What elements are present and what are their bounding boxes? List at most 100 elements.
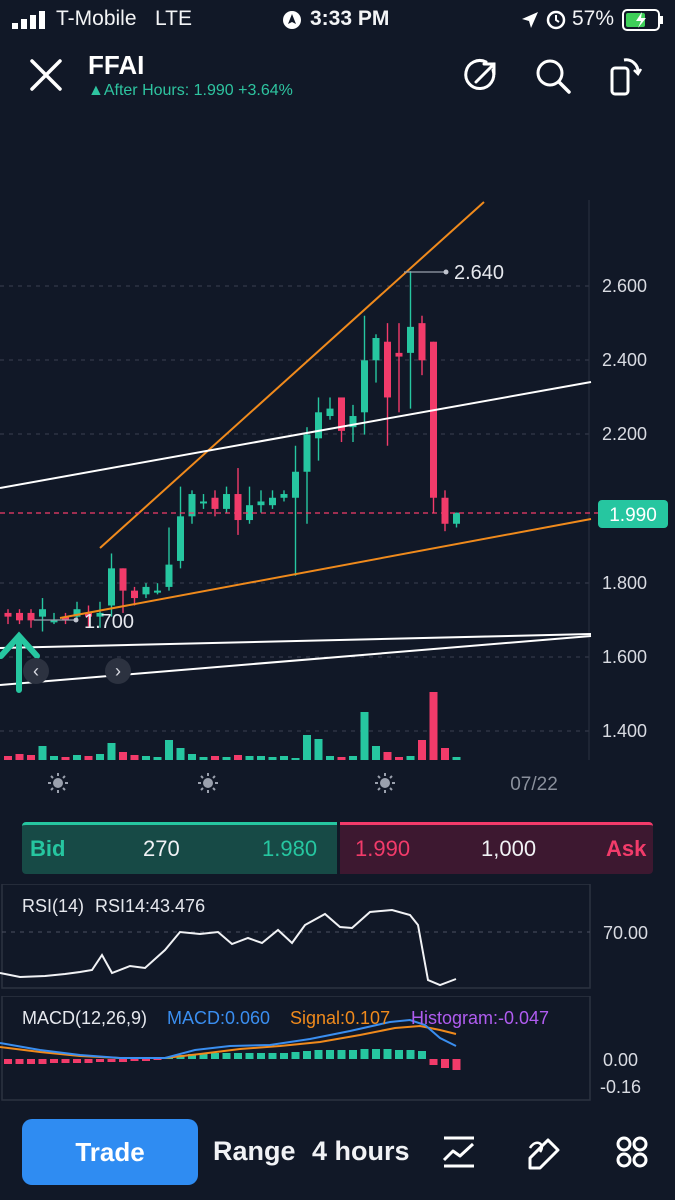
channel-upper-line[interactable] — [99, 201, 485, 549]
histogram-bar — [27, 1059, 35, 1064]
candle-body — [39, 609, 46, 617]
candle-body — [338, 397, 345, 431]
candle-body — [154, 590, 161, 593]
low-marker-dot — [73, 617, 79, 623]
histogram-bar — [314, 1050, 323, 1059]
volume-bar — [303, 735, 311, 760]
volume-bar — [15, 754, 24, 760]
clock: 3:33 PM — [310, 7, 390, 30]
candle-body — [177, 516, 184, 561]
interval-button[interactable]: 4 hours — [312, 1136, 410, 1166]
support-line-lower[interactable] — [0, 635, 592, 686]
share-icon[interactable] — [462, 56, 502, 96]
date-label: 07/22 — [510, 774, 558, 795]
alarm-icon — [546, 10, 566, 30]
histogram-bar — [15, 1059, 24, 1064]
histogram-bar — [50, 1059, 58, 1063]
histogram-bar — [406, 1050, 415, 1059]
up-arrow-drawing[interactable] — [0, 631, 40, 693]
volume-bar — [61, 757, 70, 760]
volume-bar — [73, 755, 81, 760]
location-icon — [283, 11, 301, 29]
range-button[interactable]: Range — [213, 1136, 296, 1166]
volume-bar — [257, 756, 265, 760]
candles — [4, 271, 460, 632]
indicator-icon[interactable] — [440, 1134, 478, 1170]
bid-panel[interactable] — [22, 822, 337, 874]
volume-bar — [291, 758, 300, 760]
chevron-left-icon: ‹ — [33, 661, 39, 681]
chevron-right-icon: › — [115, 661, 121, 681]
scroll-left-button[interactable]: ‹ — [23, 658, 49, 684]
volume-bar — [96, 754, 104, 760]
macd-low-tick: -0.16 — [600, 1077, 641, 1097]
bid-price: 1.980 — [262, 836, 318, 861]
macd-label: MACD(12,26,9) — [22, 1008, 147, 1028]
candle-body — [119, 568, 127, 591]
histogram-bar — [441, 1059, 449, 1068]
bid-label: Bid — [30, 836, 66, 861]
histogram-bar — [349, 1050, 357, 1059]
volume-bar — [142, 756, 150, 760]
signal-icon — [12, 11, 45, 29]
candle-body — [16, 612, 23, 621]
histogram-bar — [38, 1059, 47, 1064]
candle-body — [269, 497, 276, 506]
histogram-bar — [418, 1051, 426, 1059]
candle-body — [418, 323, 426, 361]
candle-body — [384, 341, 391, 398]
price-tag-bg — [598, 500, 668, 528]
histogram-bar — [372, 1049, 380, 1059]
channel-lower-line[interactable] — [59, 518, 592, 619]
candle-body — [4, 612, 12, 617]
price-chart[interactable]: 1.990 2.640 1.700 2.600 2.400 2.200 1.80… — [0, 180, 675, 800]
volume-bar — [211, 756, 219, 760]
candle-body — [223, 494, 230, 509]
volume-bar — [4, 756, 12, 760]
search-icon[interactable] — [533, 56, 573, 96]
volume-bar — [280, 756, 288, 760]
after-hours-text: After Hours: 1.990 +3.64% — [103, 82, 293, 99]
rotate-icon[interactable] — [604, 56, 644, 96]
candle-body — [326, 408, 334, 417]
close-icon[interactable] — [26, 55, 66, 95]
candle-body — [188, 494, 196, 517]
histogram-bar — [268, 1053, 277, 1059]
carrier: T-Mobile — [56, 7, 137, 30]
macd-zero-tick: 0.00 — [603, 1050, 638, 1070]
low-annotation: 1.700 — [84, 611, 134, 633]
volume-bar — [441, 748, 449, 760]
ask-panel[interactable] — [340, 822, 653, 874]
volume-bar — [38, 746, 47, 760]
support-line-upper[interactable] — [0, 633, 592, 649]
draw-icon[interactable] — [526, 1134, 564, 1172]
grid — [0, 200, 590, 760]
battery-icon — [622, 9, 663, 31]
trade-button[interactable]: Trade — [22, 1119, 198, 1185]
trendline-white[interactable] — [0, 381, 592, 489]
macd-panel[interactable]: MACD(12,26,9) MACD:0.060 Signal:0.107 Hi… — [0, 996, 675, 1104]
candle-body — [280, 494, 288, 498]
ask-price: 1.990 — [355, 836, 411, 861]
candle-body — [131, 590, 138, 599]
rsi-line — [0, 908, 457, 987]
candle-body — [430, 341, 437, 498]
candle-body — [85, 612, 92, 617]
network: LTE — [155, 7, 192, 30]
grid-icon[interactable] — [614, 1134, 650, 1170]
rsi-panel[interactable]: RSI(14) RSI14:43.476 70.00 — [0, 884, 675, 992]
histogram-bar — [280, 1053, 288, 1059]
histogram-bar — [153, 1059, 162, 1060]
histogram-bar — [291, 1052, 300, 1059]
candle-body — [453, 512, 460, 524]
scroll-right-button[interactable]: › — [105, 658, 131, 684]
volume-bar — [314, 739, 323, 760]
histogram-bar — [107, 1059, 116, 1062]
volume-bar — [372, 746, 380, 760]
candle-body — [62, 616, 69, 621]
volume-bar — [234, 755, 242, 760]
high-annotation: 2.640 — [454, 262, 504, 284]
after-hours-icon: ▲ — [88, 82, 104, 99]
volume-bar — [245, 756, 254, 760]
y-tick-2200: 2.200 — [602, 424, 647, 444]
